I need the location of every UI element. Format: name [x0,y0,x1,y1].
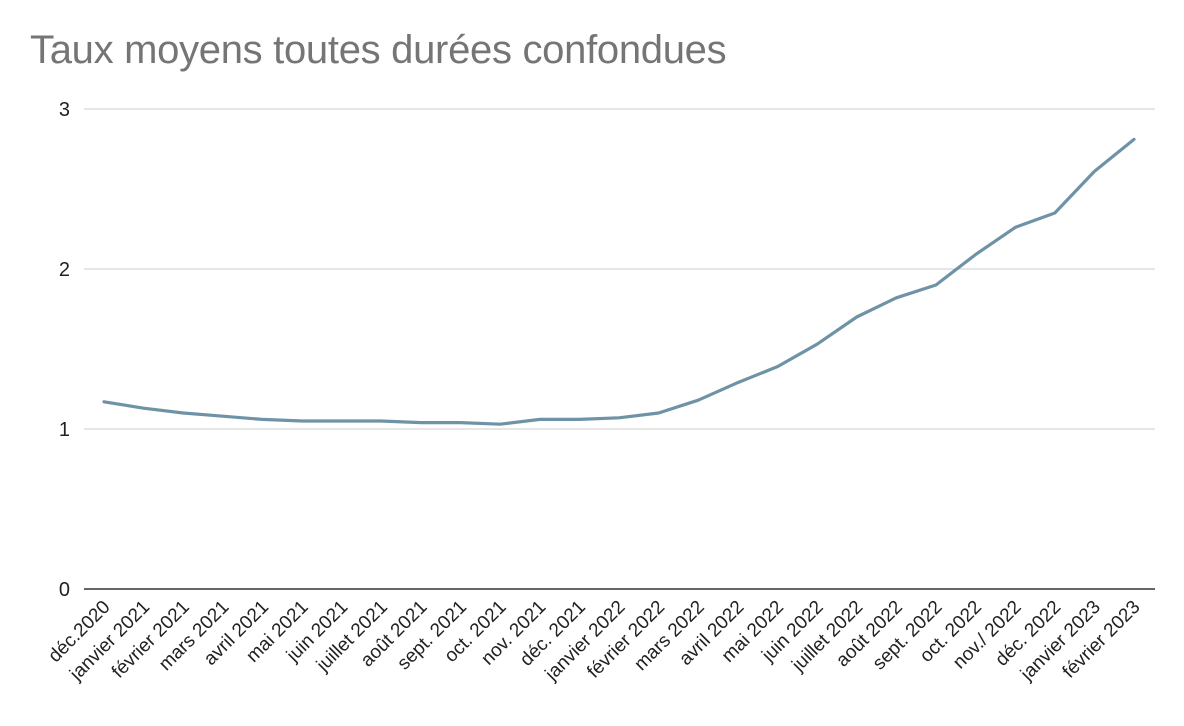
y-tick-label: 1 [59,419,70,441]
series-layer [102,137,1136,426]
series-line [102,137,1136,426]
y-tick-label: 2 [59,259,70,281]
grid-layer [84,108,1155,590]
y-tick-label: 0 [59,579,70,601]
chart-title: Taux moyens toutes durées confondues [30,28,727,72]
y-axis-ticks: 0 1 2 3 [59,99,70,601]
y-tick-label: 3 [59,99,70,121]
